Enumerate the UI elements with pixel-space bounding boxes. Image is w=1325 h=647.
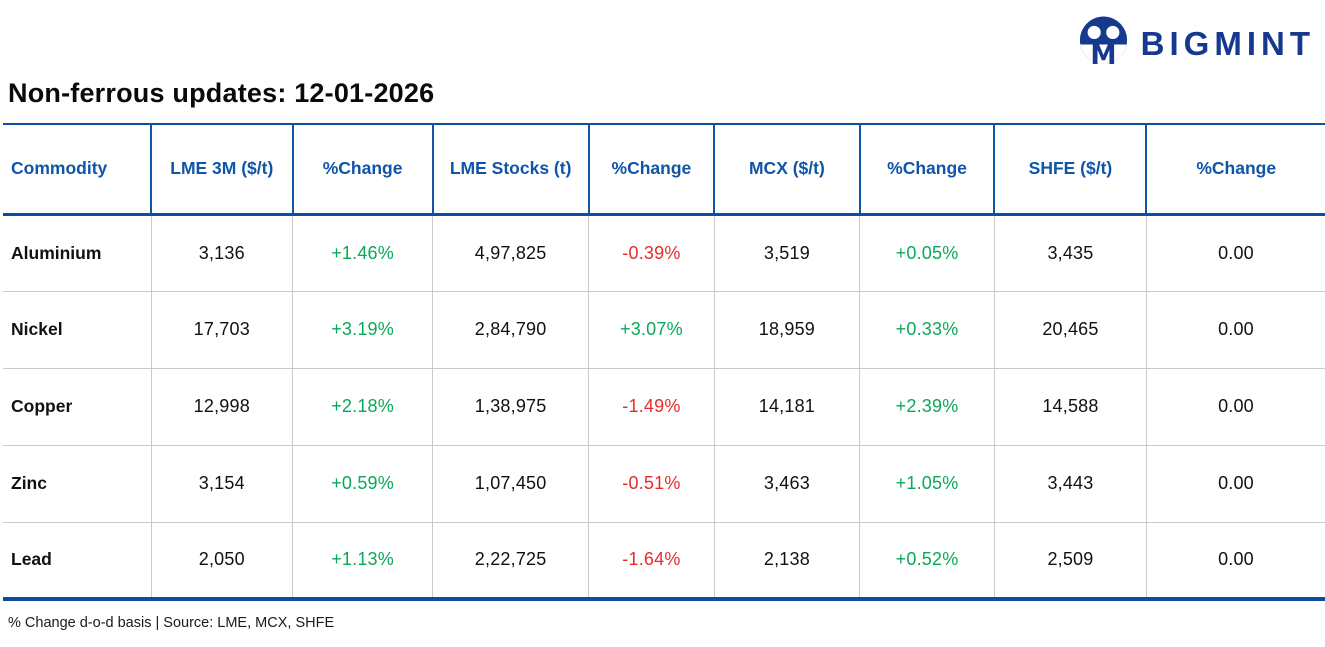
commodities-table: Commodity LME 3M ($/t) %Change LME Stocks (…: [3, 123, 1325, 601]
table-row: Lead 2,050 +1.13% 2,22,725 -1.64% 2,138 +0.52%…: [3, 522, 1325, 599]
price-cell: 4,97,825: [432, 214, 589, 291]
percent-change-cell: +1.05%: [859, 445, 995, 522]
commodity-name: Copper: [11, 396, 73, 416]
percent-change-cell: +0.33%: [859, 291, 995, 368]
svg-text:M: M: [1090, 41, 1116, 71]
commodity-name: Lead: [11, 549, 52, 570]
table-header: Commodity LME 3M ($/t) %Change LME Stocks (…: [3, 124, 1325, 214]
table-body: Aluminium 3,136 +1.46% 4,97,825 -0.39% 3,519 +…: [3, 214, 1325, 599]
price-cell: 3,136: [150, 214, 293, 291]
commodity-name: Aluminium: [11, 242, 102, 263]
price-cell: 17,703: [150, 291, 293, 368]
price-cell: 20,465: [993, 291, 1147, 368]
percent-change-cell: -1.64%: [588, 522, 715, 599]
column-header: Commodity: [11, 158, 108, 179]
price-cell: 2,050: [150, 522, 293, 599]
table-row: Zinc 3,154 +0.59% 1,07,450 -0.51% 3,463 +1.05%…: [3, 445, 1325, 522]
column-header: MCX ($/t): [713, 124, 860, 214]
percent-change-cell: +0.52%: [859, 522, 995, 599]
commodity-name: Zinc: [11, 473, 47, 493]
percent-change-cell: 0.00: [1145, 291, 1325, 368]
brand-wordmark: BIGMINT: [1140, 25, 1315, 62]
table-row: Nickel 17,703 +3.19% 2,84,790 +3.07% 18,959 +0…: [3, 291, 1325, 368]
percent-change-cell: +3.07%: [588, 291, 715, 368]
percent-change-cell: +1.46%: [292, 214, 433, 291]
price-cell: 3,154: [150, 445, 293, 522]
commodity-name: Nickel: [11, 319, 63, 339]
column-header: %Change: [587, 124, 715, 214]
bigmint-m-icon: M: [1079, 16, 1127, 71]
column-header: %Change: [1145, 124, 1325, 214]
percent-change-cell: 0.00: [1145, 522, 1325, 599]
percent-change-cell: -1.49%: [588, 368, 715, 445]
header-row: Commodity LME 3M ($/t) %Change LME Stocks (…: [3, 124, 1325, 214]
price-cell: 14,181: [713, 368, 860, 445]
table-row: Aluminium 3,136 +1.46% 4,97,825 -0.39% 3,519 +…: [3, 214, 1325, 291]
price-cell: 3,435: [993, 214, 1147, 291]
column-header: LME 3M ($/t): [150, 124, 293, 214]
percent-change-cell: +0.59%: [292, 445, 433, 522]
price-cell: 1,07,450: [432, 445, 589, 522]
percent-change-cell: +0.05%: [859, 214, 995, 291]
percent-change-cell: +3.19%: [292, 291, 433, 368]
price-cell: 2,84,790: [432, 291, 589, 368]
percent-change-cell: +2.39%: [859, 368, 995, 445]
price-cell: 14,588: [993, 368, 1147, 445]
price-cell: 18,959: [713, 291, 860, 368]
price-cell: 12,998: [150, 368, 293, 445]
price-cell: 3,519: [713, 214, 860, 291]
bigmint-logo: M BIGMINT: [1076, 16, 1315, 73]
price-cell: 2,22,725: [432, 522, 589, 599]
percent-change-cell: 0.00: [1145, 445, 1325, 522]
percent-change-cell: +1.13%: [292, 522, 433, 599]
percent-change-cell: +2.18%: [292, 368, 433, 445]
column-header: LME Stocks (t): [431, 124, 589, 214]
price-cell: 2,509: [993, 522, 1147, 599]
price-cell: 3,463: [713, 445, 860, 522]
price-cell: 1,38,975: [432, 368, 589, 445]
price-cell: 2,138: [713, 522, 860, 599]
percent-change-cell: -0.39%: [588, 214, 715, 291]
percent-change-cell: -0.51%: [588, 445, 715, 522]
column-header: %Change: [291, 124, 433, 214]
percent-change-cell: 0.00: [1145, 368, 1325, 445]
footnote: % Change d-o-d basis | Source: LME, MCX,…: [8, 615, 335, 631]
price-cell: 3,443: [993, 445, 1147, 522]
page-title: Non-ferrous updates: 12-01-2026: [8, 78, 435, 108]
column-header: SHFE ($/t): [993, 124, 1147, 214]
percent-change-cell: 0.00: [1145, 214, 1325, 291]
table-row: Copper 12,998 +2.18% 1,38,975 -1.49% 14,181 +2…: [3, 368, 1325, 445]
column-header: %Change: [858, 124, 995, 214]
top-bar: M BIGMINT: [0, 0, 1325, 88]
